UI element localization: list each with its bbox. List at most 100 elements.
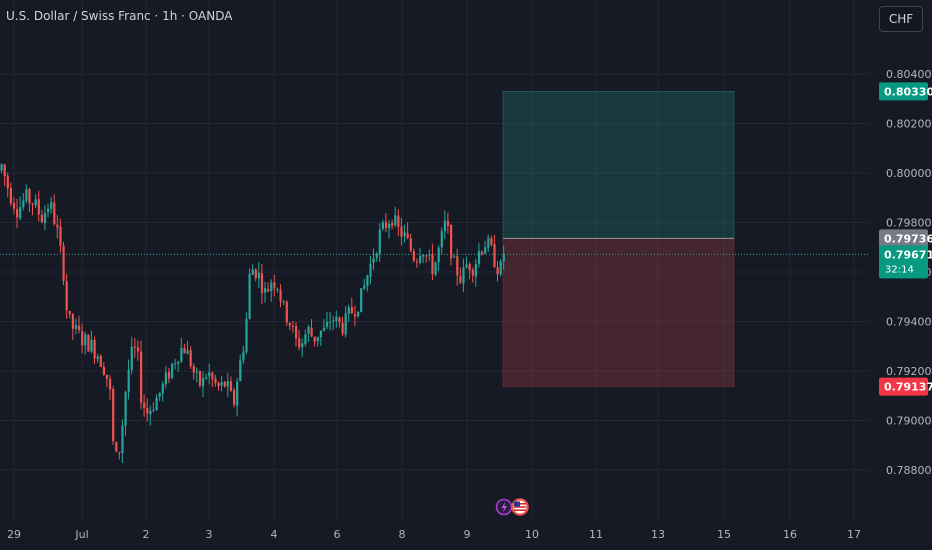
candle-body (115, 442, 118, 452)
candle-body (412, 251, 415, 261)
loss-zone[interactable] (502, 238, 735, 387)
candle-body (25, 189, 28, 202)
candle-body (353, 313, 357, 317)
candle-body (481, 251, 484, 254)
candle-body (369, 263, 372, 277)
candle-body (251, 269, 254, 275)
stop-price-label: 0.79137 (884, 381, 932, 394)
candle-body (99, 355, 102, 368)
candle-body (195, 371, 198, 373)
candle-body (3, 164, 6, 177)
price-tick-label: 0.79000 (886, 415, 932, 428)
time-tick-label: 9 (464, 528, 471, 541)
candle-body (440, 231, 443, 248)
time-tick-label: 16 (783, 528, 797, 541)
candle-body (226, 381, 229, 387)
candle-body (288, 323, 291, 326)
candle-body (298, 338, 301, 348)
lightning-icon[interactable] (495, 498, 513, 516)
candle-body (257, 272, 260, 279)
candle-body (456, 256, 459, 276)
price-tick-label: 0.78800 (886, 464, 932, 477)
candle-body (428, 254, 431, 256)
candle-body (121, 425, 124, 453)
candle-body (183, 348, 186, 354)
price-tick-label: 0.79200 (886, 365, 932, 378)
time-tick-label: 6 (334, 528, 341, 541)
entry-price-label: 0.79736 (884, 232, 932, 245)
candle-body (124, 392, 127, 426)
candle-body (93, 339, 96, 359)
candle-body (198, 371, 202, 386)
price-tick-label: 0.79400 (886, 316, 932, 329)
price-tick-label: 0.80400 (886, 68, 932, 81)
candle-body (415, 261, 419, 263)
candle-body (62, 245, 65, 281)
candle-body (434, 262, 437, 275)
candle-body (425, 255, 428, 257)
candle-body (105, 374, 109, 379)
candle-body (171, 363, 174, 378)
us-flag-icon[interactable] (511, 498, 529, 516)
candle-body (313, 336, 316, 342)
candle-body (19, 207, 22, 219)
candle-body (155, 397, 158, 411)
candle-body (167, 371, 171, 379)
candle-body (40, 214, 43, 223)
candle-body (47, 208, 50, 212)
candle-body (12, 203, 16, 209)
time-tick-label: 11 (589, 528, 603, 541)
candle-body (87, 334, 90, 352)
candle-body (394, 215, 397, 226)
candle-body (143, 402, 146, 409)
candle-body (375, 253, 378, 258)
candle-body (496, 267, 499, 275)
time-tick-label: 2 (143, 528, 150, 541)
candle-body (174, 363, 177, 365)
candle-body (254, 269, 257, 279)
candle-body (499, 261, 502, 275)
candle-body (267, 289, 270, 292)
candle-body (118, 452, 121, 454)
candle-body (431, 253, 434, 275)
candle-body (28, 189, 31, 204)
candle-body (493, 243, 496, 268)
candle-body (59, 226, 62, 246)
candle-body (189, 350, 192, 367)
candle-body (31, 203, 34, 205)
candle-body (140, 351, 143, 404)
candle-body (360, 288, 363, 313)
candle-body (152, 409, 155, 411)
price-tick-label: 0.80000 (886, 167, 932, 180)
candle-body (307, 326, 310, 334)
candle-body (350, 307, 353, 314)
candle-body (65, 281, 68, 311)
time-axis[interactable]: 29 Jul 2 3 4 6 8 9 10 11 13 15 16 17 (7, 528, 861, 541)
candle-body (208, 372, 211, 377)
candle-body (459, 276, 462, 283)
candle-body (446, 220, 450, 226)
candle-body (68, 310, 71, 315)
candle-body (490, 238, 493, 245)
economic-events[interactable] (495, 498, 529, 516)
candle-body (347, 307, 350, 314)
profit-zone[interactable] (502, 91, 735, 239)
candle-body (388, 223, 391, 229)
candle-body (102, 366, 105, 375)
candle-body (316, 336, 319, 342)
currency-button[interactable]: CHF (879, 6, 923, 32)
candle-body (366, 275, 369, 286)
candle-body (419, 255, 422, 263)
candle-body (146, 408, 149, 414)
candle-body (158, 392, 161, 397)
time-tick-label: 10 (525, 528, 539, 541)
candle-body (81, 331, 84, 346)
long-position-tool[interactable] (502, 91, 735, 387)
candle-body (335, 316, 338, 321)
candle-body (344, 313, 347, 335)
time-tick-label: 29 (7, 528, 21, 541)
candle-body (381, 222, 384, 229)
candle-body (484, 247, 487, 254)
entry-price-badge: 0.79736 (879, 229, 932, 248)
